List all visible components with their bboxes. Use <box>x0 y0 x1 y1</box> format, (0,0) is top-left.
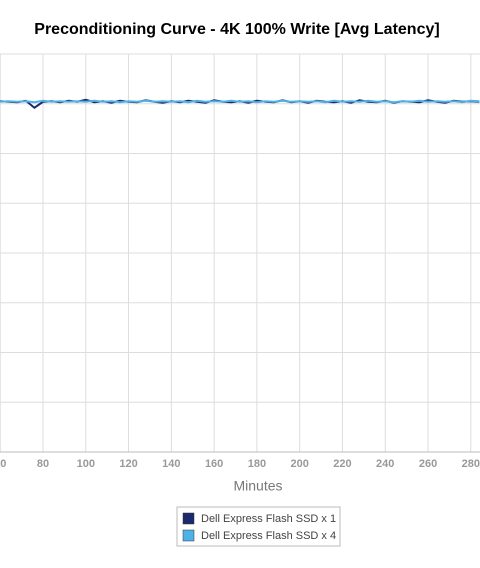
legend-swatch <box>182 512 195 525</box>
x-axis-label: Minutes <box>233 478 282 494</box>
legend-label: Dell Express Flash SSD x 4 <box>201 530 336 542</box>
x-tick-label: 120 <box>119 458 137 470</box>
x-tick-label: 60 <box>0 458 6 470</box>
x-tick-label: 100 <box>77 458 95 470</box>
series-line <box>0 99 480 104</box>
legend-swatch <box>182 529 195 542</box>
x-tick-label: 280 <box>462 458 480 470</box>
x-tick-label: 200 <box>290 458 308 470</box>
chart-title: Preconditioning Curve - 4K 100% Write [A… <box>34 21 439 38</box>
legend <box>176 506 341 547</box>
x-tick-label: 80 <box>37 458 49 470</box>
x-tick-label: 160 <box>205 458 223 470</box>
x-tick-label: 140 <box>162 458 180 470</box>
x-tick-label: 220 <box>333 458 351 470</box>
x-tick-label: 260 <box>419 458 437 470</box>
x-tick-label: 240 <box>376 458 394 470</box>
x-tick-label: 180 <box>248 458 266 470</box>
legend-label: Dell Express Flash SSD x 1 <box>201 513 336 525</box>
